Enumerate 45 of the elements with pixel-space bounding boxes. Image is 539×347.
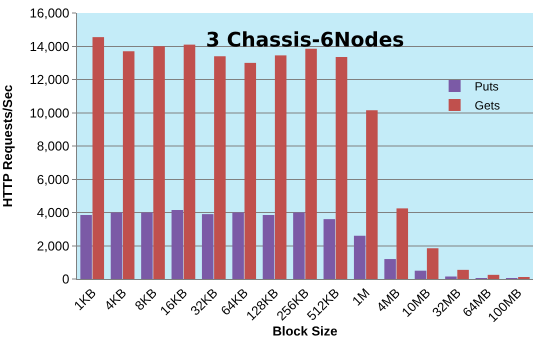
bar bbox=[202, 214, 214, 279]
bar bbox=[274, 55, 286, 279]
bar bbox=[122, 51, 134, 279]
bar bbox=[488, 274, 500, 279]
bar bbox=[366, 110, 378, 279]
bar bbox=[457, 270, 469, 279]
bar bbox=[153, 46, 165, 279]
bar bbox=[80, 214, 92, 279]
bar bbox=[384, 259, 396, 279]
legend-label: Puts bbox=[474, 80, 499, 94]
bar bbox=[232, 212, 244, 279]
y-axis-title: HTTP Requests/Sec bbox=[0, 84, 15, 208]
bar bbox=[414, 270, 426, 279]
y-tick-label: 4,000 bbox=[36, 205, 70, 220]
y-tick-label: 6,000 bbox=[36, 172, 70, 187]
x-axis-title: Block Size bbox=[272, 324, 338, 339]
x-tick-label: 1KB bbox=[70, 285, 99, 314]
legend-label: Gets bbox=[474, 98, 500, 113]
bar bbox=[110, 212, 122, 279]
bar bbox=[396, 208, 408, 279]
x-tick-label: 8KB bbox=[132, 285, 160, 314]
bar bbox=[92, 37, 104, 279]
y-tick-label: 10,000 bbox=[30, 105, 70, 120]
y-tick-label: 0 bbox=[62, 272, 70, 287]
bar bbox=[336, 57, 348, 279]
bar bbox=[262, 214, 274, 279]
bar bbox=[184, 44, 196, 279]
bar bbox=[172, 210, 184, 279]
y-tick-label: 8,000 bbox=[36, 138, 70, 154]
x-tick-label: 4MB bbox=[373, 285, 403, 315]
bar bbox=[305, 48, 317, 279]
bar bbox=[141, 212, 153, 279]
y-tick-label: 14,000 bbox=[30, 38, 70, 54]
bar bbox=[354, 236, 366, 279]
x-tick-label: 1M bbox=[349, 285, 373, 309]
bar bbox=[426, 248, 438, 279]
y-tick-label: 12,000 bbox=[30, 72, 70, 88]
y-tick-label: 2,000 bbox=[36, 238, 70, 254]
x-tick-label: 4KB bbox=[101, 285, 130, 314]
bar bbox=[214, 56, 226, 279]
bar bbox=[324, 219, 336, 279]
bar bbox=[293, 212, 305, 279]
y-tick-label: 16,000 bbox=[30, 6, 70, 21]
bar bbox=[244, 62, 256, 279]
text: 3 Chassis-6Nodes bbox=[206, 28, 404, 52]
